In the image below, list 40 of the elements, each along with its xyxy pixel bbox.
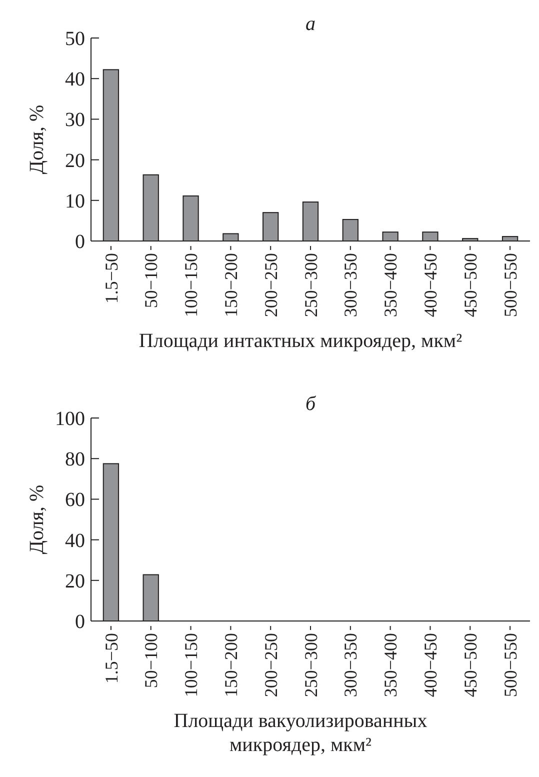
y-tick-label: 10 <box>65 190 85 212</box>
x-tick-label: 50−100 <box>141 253 162 308</box>
x-tick-label: 150−200 <box>220 253 241 318</box>
y-tick-label: 20 <box>65 570 85 592</box>
x-tick-label: 350−400 <box>380 633 401 698</box>
x-tick-label: 200−250 <box>260 633 281 698</box>
x-tick-label: 100−150 <box>181 633 202 698</box>
y-tick-label: 100 <box>55 408 85 430</box>
y-tick-label: 60 <box>65 489 85 512</box>
x-tick-label: 500−550 <box>500 253 520 318</box>
x-tick-label: 150−200 <box>220 633 241 698</box>
x-tick-label: 100−150 <box>181 253 202 318</box>
y-tick-label: 0 <box>75 611 85 633</box>
y-tick-label: 40 <box>65 530 85 552</box>
x-tick-label: 450−500 <box>460 633 480 698</box>
x-tick-label: 300−350 <box>340 253 361 318</box>
x-tick-label: 250−300 <box>300 633 321 698</box>
chart-title: б <box>305 393 316 415</box>
x-tick-label: 1.5−50 <box>101 633 122 684</box>
chart-title: а <box>306 13 316 35</box>
x-tick-label: 400−450 <box>420 253 441 318</box>
x-tick-label: 200−250 <box>260 253 281 318</box>
x-tick-label: 250−300 <box>300 253 321 318</box>
x-tick-label: 50−100 <box>141 633 162 688</box>
y-axis-title: Доля, % <box>26 484 48 554</box>
x-tick-label: 400−450 <box>420 633 441 698</box>
x-tick-label: 450−500 <box>460 253 480 318</box>
x-tick-label: 300−350 <box>340 633 361 698</box>
y-tick-label: 20 <box>65 150 85 172</box>
y-tick-label: 40 <box>65 68 85 91</box>
y-tick-label: 30 <box>65 109 85 132</box>
x-tick-label: 350−400 <box>380 253 401 318</box>
x-axis-title: Площади вакуолизированных микроядер, мкм² <box>174 710 428 756</box>
y-tick-label: 0 <box>75 231 85 253</box>
x-tick-label: 1.5−50 <box>101 253 122 304</box>
y-axis-title: Доля, % <box>26 104 48 174</box>
x-axis-title: Площади интактных микроядер, мкм² <box>138 330 462 352</box>
y-tick-label: 50 <box>65 28 85 50</box>
x-tick-label: 500−550 <box>500 633 520 698</box>
y-tick-label: 80 <box>65 448 85 471</box>
